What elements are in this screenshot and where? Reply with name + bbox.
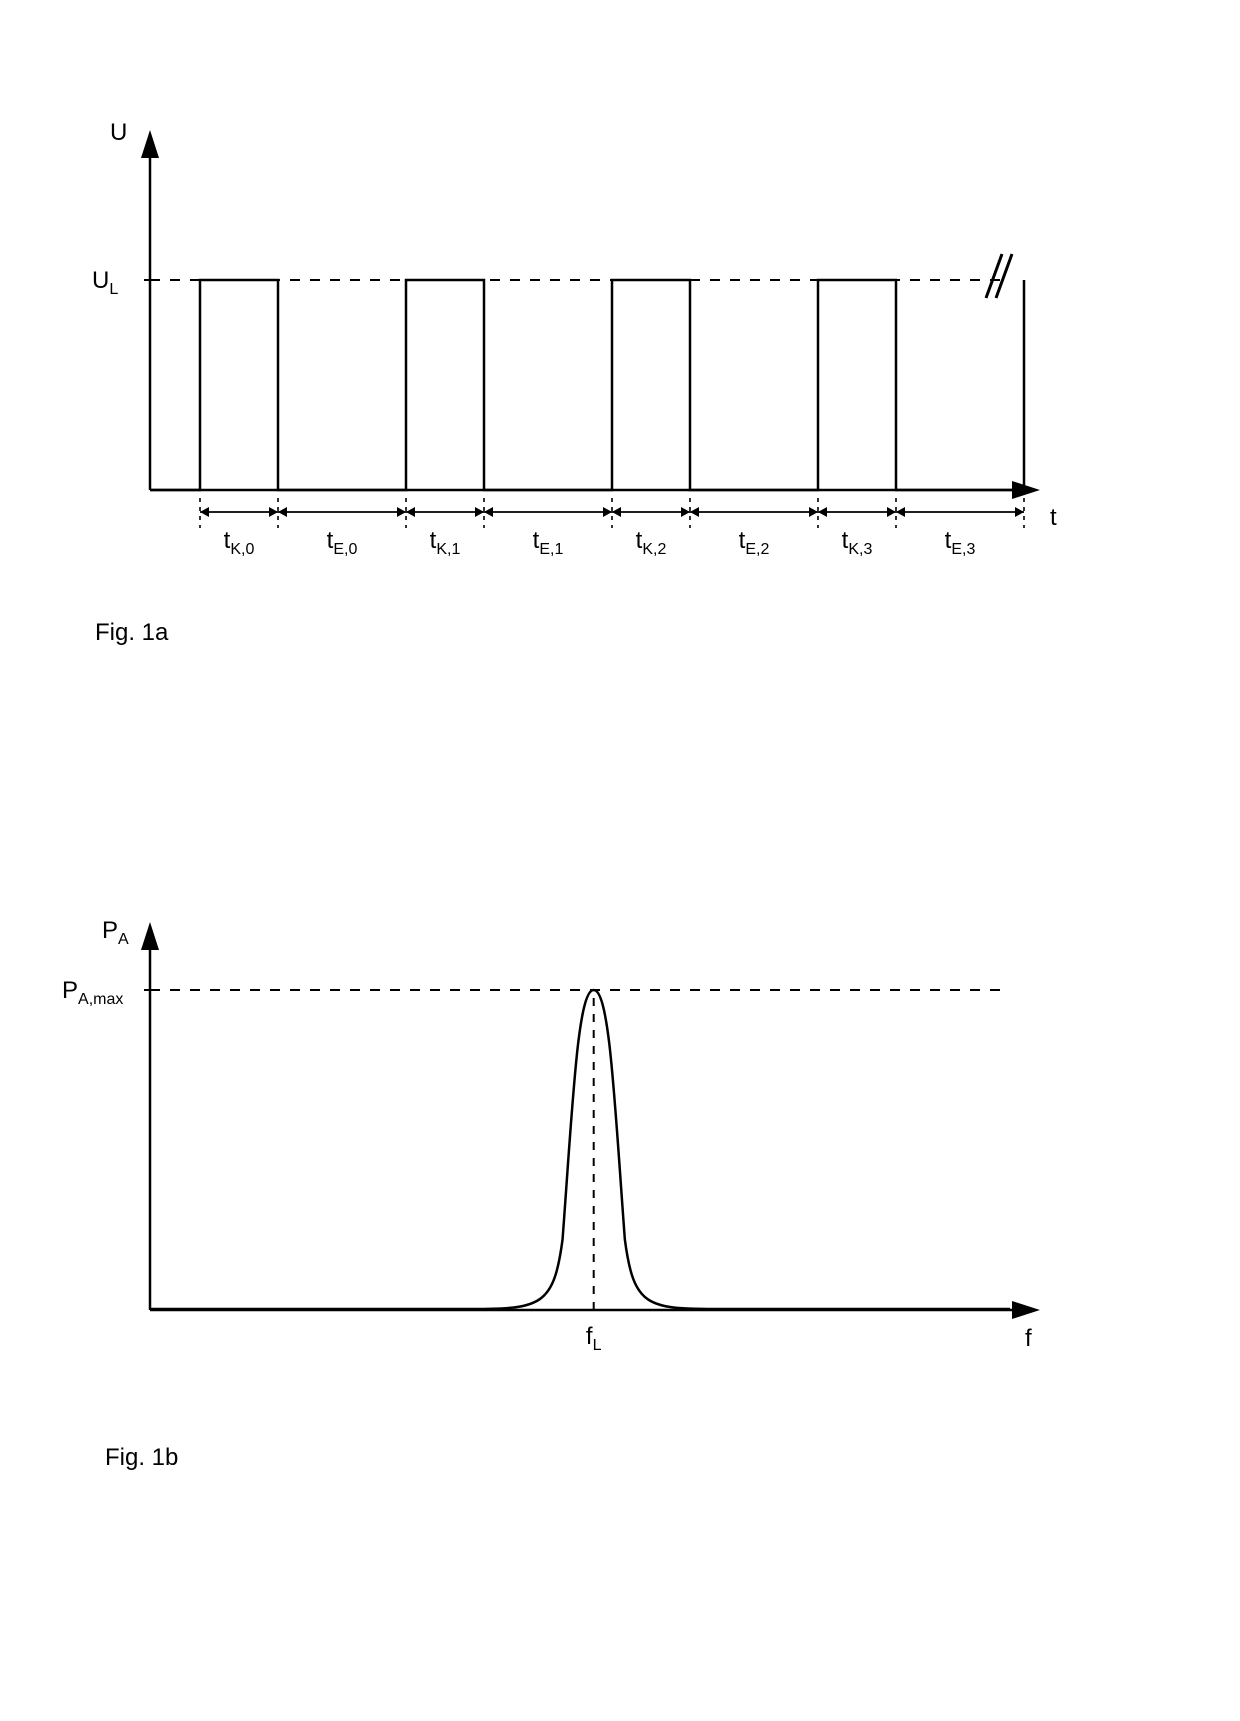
interval-label: tK,3 (842, 527, 873, 558)
figure-caption: Fig. 1a (95, 619, 169, 646)
x-tick-label: fL (586, 1323, 602, 1354)
interval-label: tK,2 (636, 527, 667, 558)
square-wave (150, 280, 1024, 490)
interval-label: tK,1 (430, 527, 461, 558)
x-axis-label: f (1025, 1325, 1032, 1352)
interval-label: tE,1 (533, 527, 564, 558)
interval-label: tK,0 (224, 527, 255, 558)
figure-1a: U UL tK,0 tE,0 tK,1 tE,1 tK,2 tE,2 tK,3 tE,3 t Fig.… (0, 50, 1100, 690)
y-tick-label: UL (92, 267, 118, 298)
figure-caption: Fig. 1b (105, 1444, 178, 1471)
interval-label: tE,3 (945, 527, 976, 558)
interval-label: tE,2 (739, 527, 770, 558)
x-axis-label: t (1050, 504, 1057, 531)
resonance-curve (150, 990, 1010, 1309)
y-axis-label: U (110, 119, 127, 146)
y-axis-label: PA (102, 917, 129, 948)
y-tick-label: PA,max (62, 977, 123, 1008)
interval-label: tE,0 (327, 527, 358, 558)
figure-1b-svg: PA PA,max fL f Fig. 1b (0, 870, 1100, 1510)
figure-1b: PA PA,max fL f Fig. 1b (0, 870, 1100, 1510)
figure-1a-svg: U UL tK,0 tE,0 tK,1 tE,1 tK,2 tE,2 tK,3 tE,3 t Fig.… (0, 50, 1100, 690)
